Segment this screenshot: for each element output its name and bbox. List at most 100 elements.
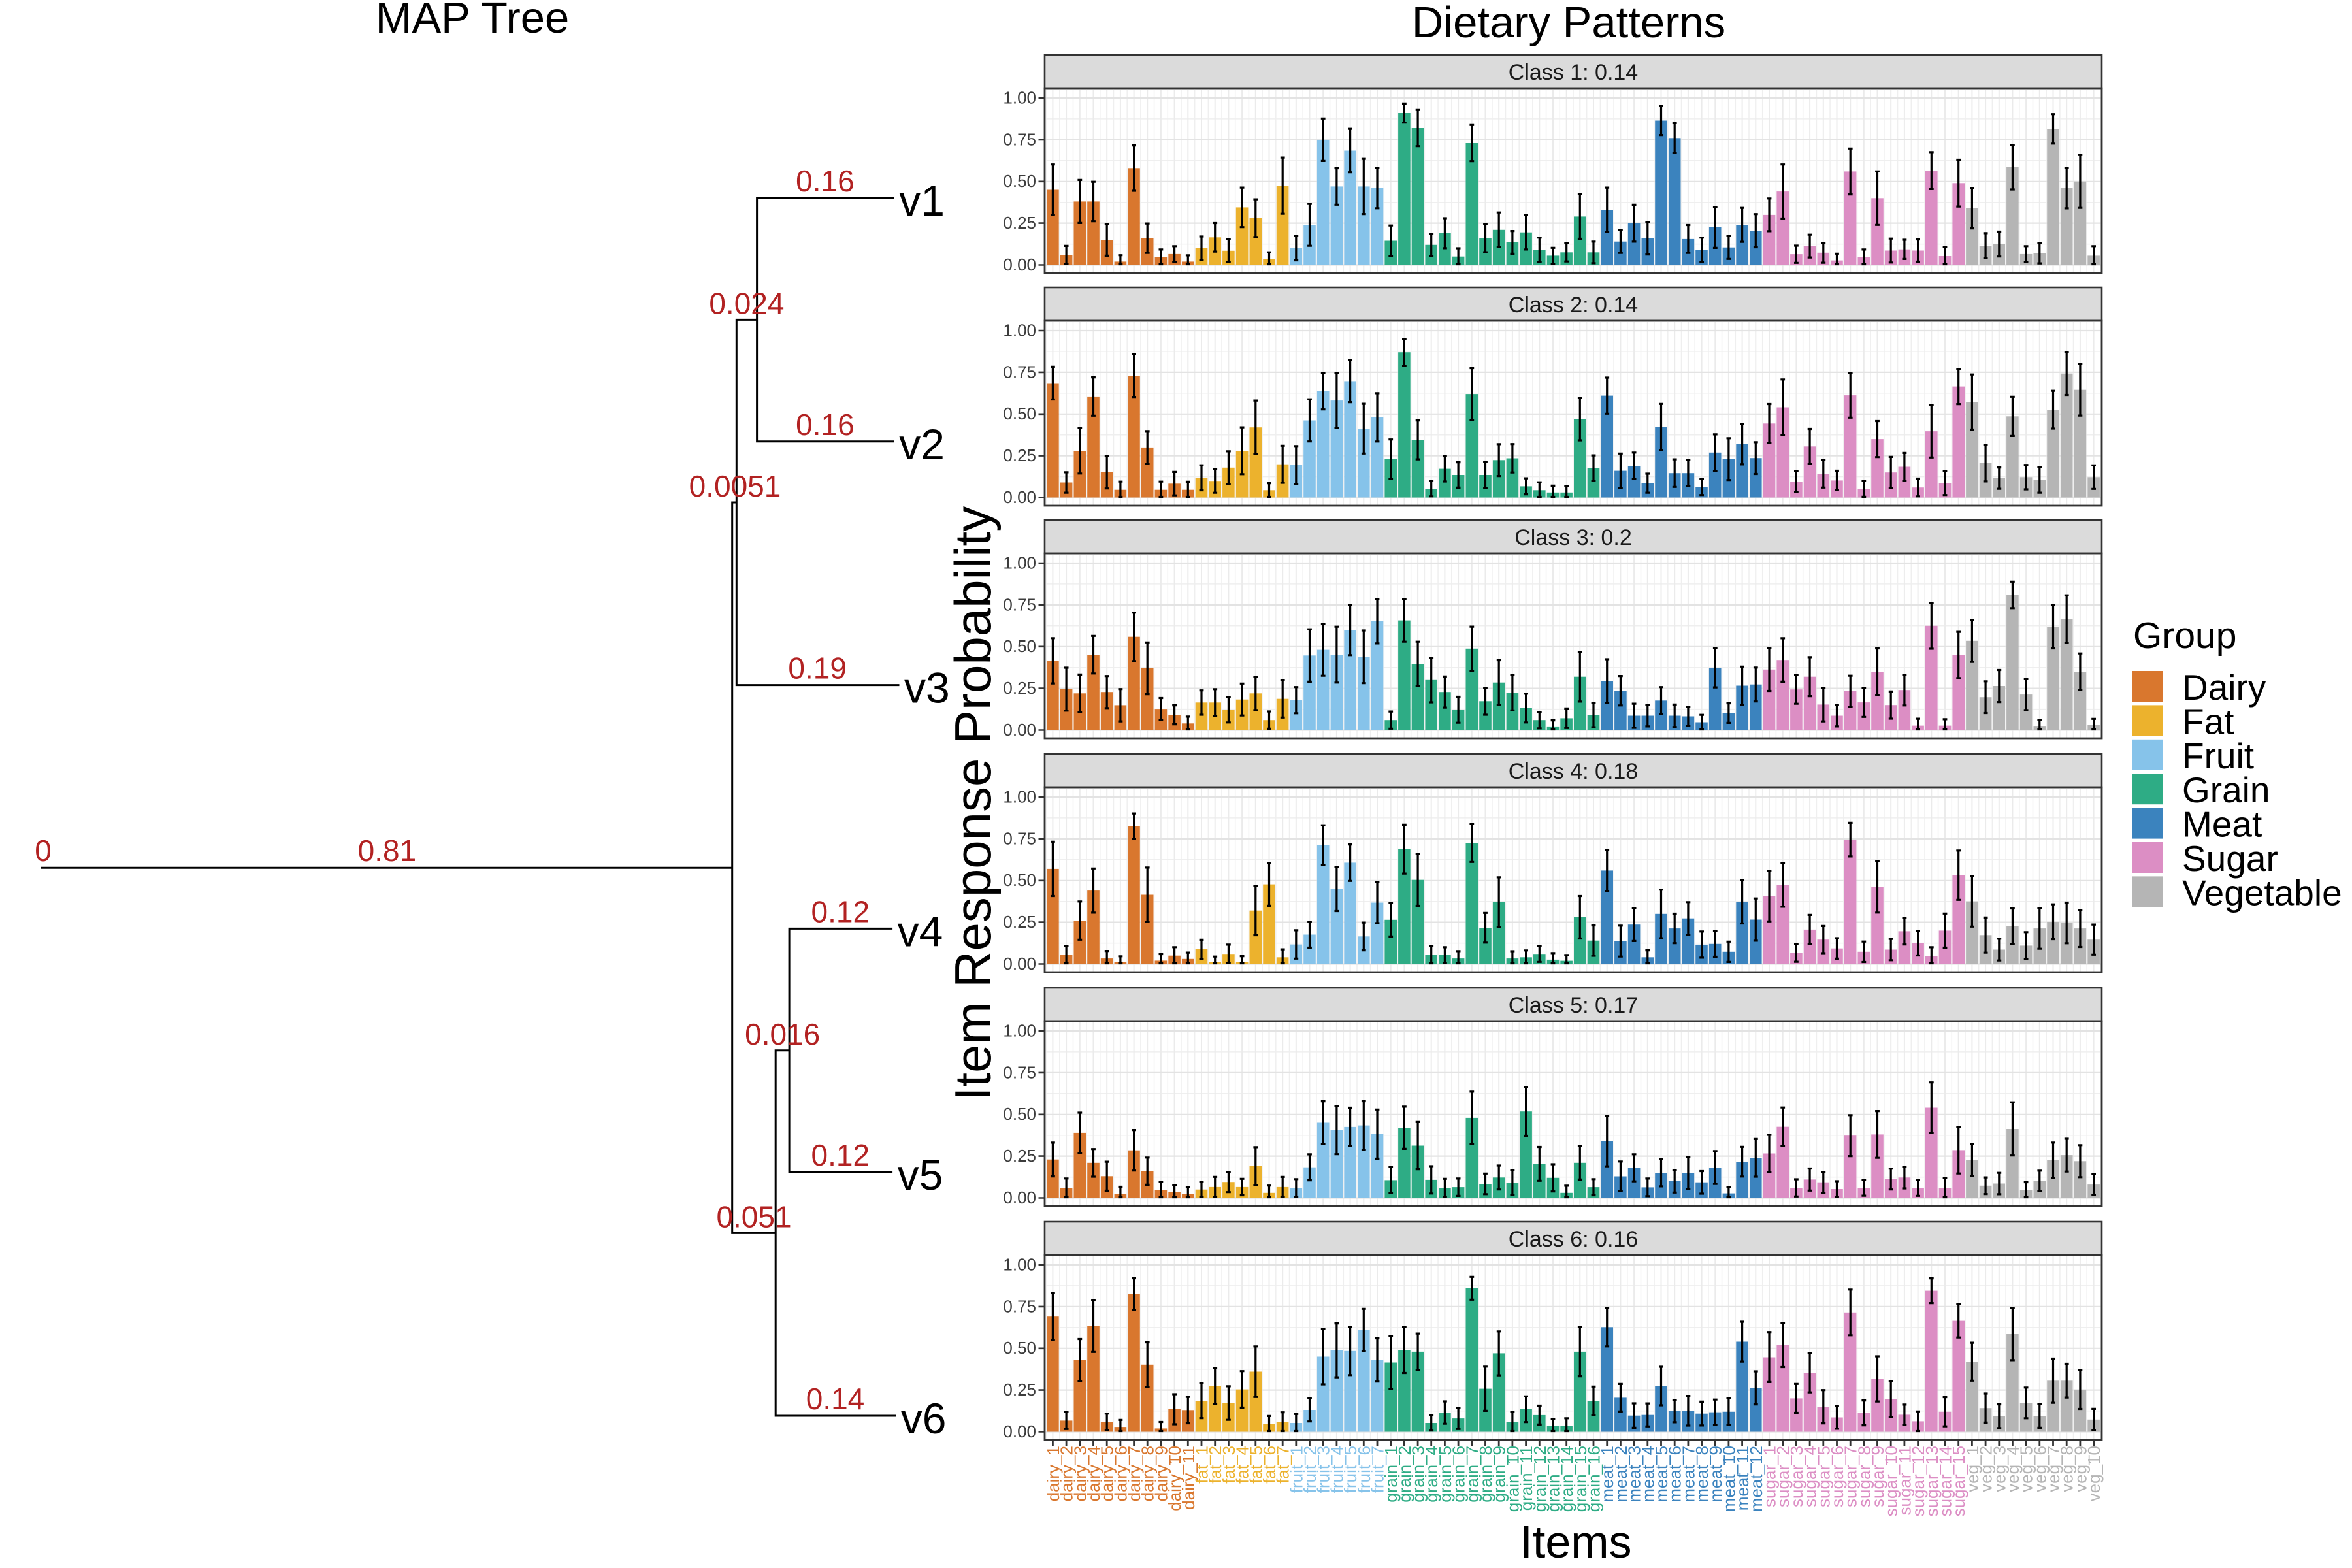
svg-text:fruit_7: fruit_7: [1368, 1446, 1388, 1493]
svg-text:Class 2: 0.14: Class 2: 0.14: [1509, 293, 1638, 318]
svg-text:Fruit: Fruit: [2182, 736, 2254, 776]
svg-text:0.024: 0.024: [709, 286, 784, 320]
svg-text:meat_11: meat_11: [1733, 1446, 1752, 1511]
svg-text:fat_1: fat_1: [1192, 1446, 1212, 1484]
svg-text:Class 4: 0.18: Class 4: 0.18: [1509, 759, 1638, 784]
svg-text:0.75: 0.75: [1003, 828, 1036, 848]
svg-text:Dietary Patterns: Dietary Patterns: [1412, 0, 1725, 47]
svg-text:MAP Tree: MAP Tree: [376, 0, 570, 42]
svg-text:sugar_7: sugar_7: [1841, 1446, 1861, 1507]
svg-text:0.50: 0.50: [1003, 404, 1036, 423]
svg-text:meat_1: meat_1: [1597, 1446, 1617, 1503]
svg-text:dairy_6: dairy_6: [1111, 1446, 1130, 1501]
svg-text:grain_9: grain_9: [1490, 1446, 1509, 1503]
svg-text:meat_7: meat_7: [1678, 1446, 1698, 1503]
svg-text:sugar_3: sugar_3: [1787, 1446, 1806, 1507]
svg-text:0.75: 0.75: [1003, 362, 1036, 382]
svg-text:fruit_1: fruit_1: [1286, 1446, 1306, 1493]
svg-text:0.50: 0.50: [1003, 1338, 1036, 1358]
svg-text:0.016: 0.016: [745, 1017, 820, 1051]
svg-text:0.00: 0.00: [1003, 1422, 1036, 1441]
svg-text:fruit_6: fruit_6: [1354, 1446, 1374, 1493]
svg-text:0.25: 0.25: [1003, 678, 1036, 698]
svg-text:0.25: 0.25: [1003, 1380, 1036, 1399]
svg-text:0.12: 0.12: [811, 1138, 870, 1172]
svg-text:v3: v3: [904, 664, 950, 712]
svg-text:sugar_10: sugar_10: [1882, 1446, 1901, 1516]
svg-text:dairy_10: dairy_10: [1165, 1446, 1184, 1511]
svg-text:0.19: 0.19: [788, 651, 847, 685]
svg-text:grain_13: grain_13: [1544, 1446, 1563, 1512]
svg-text:Class 6: 0.16: Class 6: 0.16: [1509, 1227, 1638, 1252]
svg-text:sugar_14: sugar_14: [1936, 1446, 1955, 1516]
svg-text:Vegetable: Vegetable: [2182, 872, 2342, 913]
svg-text:0.12: 0.12: [811, 894, 870, 928]
svg-text:0.50: 0.50: [1003, 171, 1036, 191]
svg-text:veg_4: veg_4: [2003, 1446, 2023, 1492]
svg-text:meat_3: meat_3: [1625, 1446, 1644, 1503]
svg-text:meat_5: meat_5: [1652, 1446, 1671, 1503]
svg-text:Class 1: 0.14: Class 1: 0.14: [1509, 60, 1638, 85]
svg-text:Items: Items: [1520, 1516, 1631, 1567]
svg-text:fat_3: fat_3: [1219, 1446, 1239, 1484]
svg-text:0.00: 0.00: [1003, 487, 1036, 507]
svg-text:veg_6: veg_6: [2030, 1446, 2050, 1492]
svg-text:grain_8: grain_8: [1476, 1446, 1495, 1503]
svg-text:grain_12: grain_12: [1530, 1446, 1550, 1512]
svg-text:grain_10: grain_10: [1503, 1446, 1522, 1512]
svg-text:sugar_5: sugar_5: [1814, 1446, 1833, 1507]
svg-text:fat_4: fat_4: [1233, 1446, 1252, 1484]
svg-text:0.81: 0.81: [358, 834, 417, 868]
svg-text:veg_10: veg_10: [2084, 1446, 2104, 1501]
svg-text:meat_10: meat_10: [1719, 1446, 1739, 1512]
svg-text:fat_6: fat_6: [1260, 1446, 1279, 1484]
svg-text:meat_6: meat_6: [1665, 1446, 1685, 1503]
svg-text:0.051: 0.051: [716, 1200, 791, 1233]
svg-text:0.25: 0.25: [1003, 912, 1036, 932]
svg-text:dairy_8: dairy_8: [1138, 1446, 1158, 1501]
svg-text:0.50: 0.50: [1003, 636, 1036, 656]
svg-text:v1: v1: [899, 176, 945, 225]
svg-text:grain_2: grain_2: [1395, 1446, 1414, 1503]
svg-text:v4: v4: [898, 907, 943, 955]
svg-text:meat_2: meat_2: [1611, 1446, 1631, 1503]
svg-text:sugar_1: sugar_1: [1760, 1446, 1780, 1507]
svg-text:fruit_5: fruit_5: [1341, 1446, 1360, 1493]
svg-text:veg_9: veg_9: [2070, 1446, 2090, 1492]
svg-text:veg_7: veg_7: [2044, 1446, 2063, 1492]
svg-text:Dairy: Dairy: [2182, 667, 2266, 708]
svg-text:fat_5: fat_5: [1246, 1446, 1266, 1484]
svg-text:Item Response Probability: Item Response Probability: [944, 506, 1002, 1101]
svg-text:dairy_4: dairy_4: [1084, 1446, 1103, 1501]
svg-text:Class 5: 0.17: Class 5: 0.17: [1509, 993, 1638, 1018]
svg-text:Fat: Fat: [2182, 701, 2234, 742]
svg-text:dairy_11: dairy_11: [1179, 1446, 1198, 1510]
svg-text:sugar_11: sugar_11: [1895, 1446, 1914, 1516]
svg-text:veg_8: veg_8: [2057, 1446, 2077, 1492]
svg-text:grain_6: grain_6: [1449, 1446, 1469, 1503]
svg-text:veg_3: veg_3: [1989, 1446, 2009, 1492]
svg-text:0.75: 0.75: [1003, 1296, 1036, 1316]
svg-text:1.00: 1.00: [1003, 787, 1036, 807]
svg-text:grain_5: grain_5: [1435, 1446, 1455, 1503]
svg-text:sugar_9: sugar_9: [1868, 1446, 1887, 1507]
svg-text:Class 3: 0.2: Class 3: 0.2: [1514, 525, 1632, 550]
svg-text:veg_1: veg_1: [1963, 1446, 1982, 1492]
svg-text:fat_7: fat_7: [1273, 1446, 1293, 1484]
svg-text:0.75: 0.75: [1003, 1062, 1036, 1082]
svg-text:Group: Group: [2133, 615, 2236, 657]
svg-text:0.16: 0.16: [796, 164, 855, 198]
svg-text:grain_1: grain_1: [1381, 1446, 1401, 1503]
svg-text:1.00: 1.00: [1003, 1255, 1036, 1275]
svg-text:0.14: 0.14: [806, 1382, 865, 1416]
svg-text:sugar_6: sugar_6: [1827, 1446, 1847, 1507]
svg-text:grain_4: grain_4: [1422, 1446, 1441, 1503]
svg-text:0.50: 0.50: [1003, 870, 1036, 890]
svg-text:1.00: 1.00: [1003, 1021, 1036, 1041]
svg-text:1.00: 1.00: [1003, 553, 1036, 573]
svg-text:0.25: 0.25: [1003, 213, 1036, 233]
svg-text:0.25: 0.25: [1003, 1146, 1036, 1166]
svg-text:0.25: 0.25: [1003, 446, 1036, 465]
svg-text:v5: v5: [898, 1151, 943, 1199]
svg-text:meat_12: meat_12: [1746, 1446, 1766, 1512]
